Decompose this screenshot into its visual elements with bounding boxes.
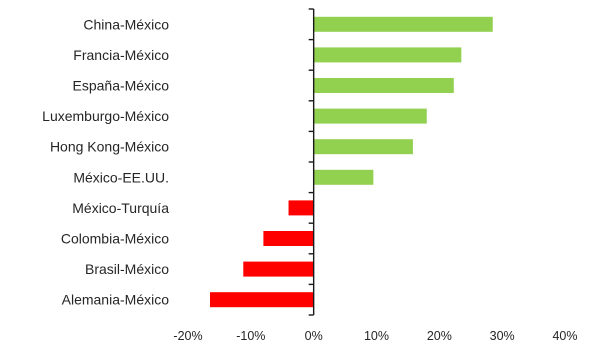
bar <box>209 292 314 308</box>
x-tick-label: 20% <box>427 329 452 343</box>
category-label: México-EE.UU. <box>73 169 169 185</box>
bars <box>209 16 493 308</box>
x-tick-label: 40% <box>552 329 577 343</box>
x-tick-label: -20% <box>173 329 202 343</box>
bar <box>288 200 314 216</box>
axis-ticks <box>308 8 314 316</box>
bar <box>313 78 454 93</box>
category-label: Hong Kong-México <box>50 139 169 155</box>
category-labels: China-México Francia-México España-México L… <box>42 16 169 307</box>
x-tick-label: 30% <box>490 329 515 343</box>
bar <box>313 108 427 124</box>
category-label: Colombia-México <box>61 231 169 247</box>
category-label: China-México <box>83 16 169 32</box>
bar <box>313 47 462 63</box>
category-label: Luxemburgo-México <box>42 108 169 124</box>
x-tick-labels: -20% -10% 0% 10% 20% 30% 40% <box>173 329 577 343</box>
x-tick-label: -10% <box>236 329 265 343</box>
bar <box>243 261 314 277</box>
bar <box>313 169 374 185</box>
category-label: Alemania-México <box>62 292 170 308</box>
bar <box>313 139 413 155</box>
x-tick-label: 0% <box>305 329 323 343</box>
x-tick-label: 10% <box>364 329 389 343</box>
bar <box>313 16 493 32</box>
category-label: Francia-México <box>73 47 169 63</box>
bar <box>263 231 314 246</box>
category-label: México-Turquía <box>72 200 169 216</box>
category-label: España-México <box>73 78 170 94</box>
category-label: Brasil-México <box>85 261 169 277</box>
